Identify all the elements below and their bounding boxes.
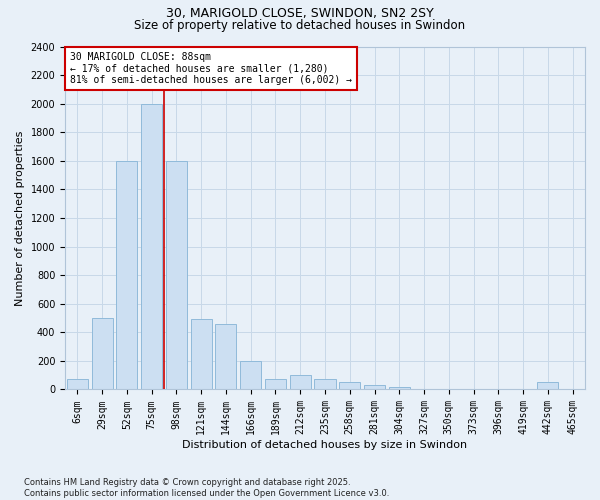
X-axis label: Distribution of detached houses by size in Swindon: Distribution of detached houses by size … (182, 440, 467, 450)
Text: 30 MARIGOLD CLOSE: 88sqm
← 17% of detached houses are smaller (1,280)
81% of sem: 30 MARIGOLD CLOSE: 88sqm ← 17% of detach… (70, 52, 352, 85)
Bar (290, 375, 311, 390)
Bar (240, 361, 261, 390)
Bar (314, 379, 335, 390)
Bar (215, 324, 236, 390)
Bar (265, 379, 286, 390)
Text: 30, MARIGOLD CLOSE, SWINDON, SN2 2SY: 30, MARIGOLD CLOSE, SWINDON, SN2 2SY (166, 8, 434, 20)
Bar (562, 389, 583, 390)
Bar (92, 318, 113, 390)
Y-axis label: Number of detached properties: Number of detached properties (15, 130, 25, 306)
Bar (116, 161, 137, 390)
Bar (339, 382, 360, 390)
Bar (389, 386, 410, 390)
Text: Size of property relative to detached houses in Swindon: Size of property relative to detached ho… (134, 18, 466, 32)
Bar (67, 379, 88, 390)
Bar (538, 382, 559, 390)
Text: Contains HM Land Registry data © Crown copyright and database right 2025.
Contai: Contains HM Land Registry data © Crown c… (24, 478, 389, 498)
Bar (413, 389, 434, 390)
Bar (166, 161, 187, 390)
Bar (364, 385, 385, 390)
Bar (191, 320, 212, 390)
Bar (141, 104, 162, 390)
